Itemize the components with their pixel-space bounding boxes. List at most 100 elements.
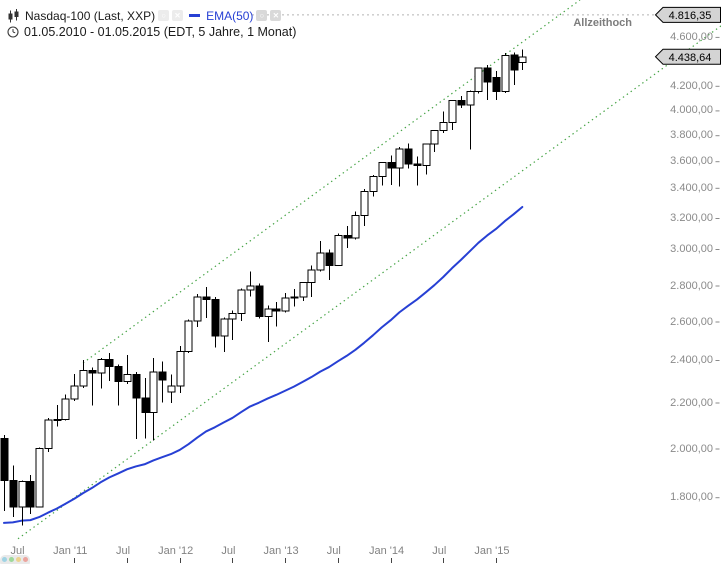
candle-body[interactable] xyxy=(255,285,264,317)
candle-body[interactable] xyxy=(141,397,150,414)
candle-body[interactable] xyxy=(395,148,404,169)
candle-body[interactable] xyxy=(53,418,62,421)
dot-yellow xyxy=(16,557,21,562)
candle-body[interactable] xyxy=(316,252,325,271)
x-axis-label: Jul xyxy=(115,545,131,557)
y-axis-label: 2.000,00 xyxy=(670,442,713,455)
candle-body[interactable] xyxy=(97,359,106,374)
y-axis-label: 3.400,00 xyxy=(670,181,713,194)
candle-body[interactable] xyxy=(290,296,299,299)
candle-body[interactable] xyxy=(264,308,273,317)
candle-body[interactable] xyxy=(483,67,492,83)
trendline-upper-channel[interactable] xyxy=(82,0,581,364)
y-axis-label: 4.600,00 xyxy=(670,30,713,43)
x-axis-label: Jul xyxy=(326,545,341,557)
instrument-close-button[interactable]: ✕ xyxy=(172,10,184,21)
candle-body[interactable] xyxy=(325,252,334,267)
candle-body[interactable] xyxy=(351,215,360,239)
candle-body[interactable] xyxy=(448,100,457,124)
candle-body[interactable] xyxy=(220,318,229,337)
ema-legend-label: EMA(50) xyxy=(206,8,254,23)
y-axis-label: 3.200,00 xyxy=(670,212,713,224)
y-axis-label: 3.600,00 xyxy=(670,155,713,168)
candle-body[interactable] xyxy=(343,234,352,239)
candle-body[interactable] xyxy=(149,371,158,414)
candle-body[interactable] xyxy=(413,163,422,166)
x-axis-label: Jan '13 xyxy=(263,545,299,557)
candle-body[interactable] xyxy=(158,371,167,381)
y-axis-label: 1.800,00 xyxy=(670,491,713,504)
candle-body[interactable] xyxy=(378,162,387,178)
candle-body[interactable] xyxy=(114,365,123,383)
candle-body[interactable] xyxy=(518,56,527,64)
dot-red xyxy=(23,557,28,562)
candle-body[interactable] xyxy=(211,298,220,337)
candle-body[interactable] xyxy=(202,296,211,300)
candle-body[interactable] xyxy=(35,448,44,508)
date-range-label: 01.05.2010 - 01.05.2015 (EDT, 5 Jahre, 1… xyxy=(24,24,297,39)
candle-body[interactable] xyxy=(369,176,378,193)
candle-body[interactable] xyxy=(474,67,483,92)
instrument-title: Nasdaq-100 (Last, XXP) xyxy=(25,8,156,23)
candlestick-chart-icon xyxy=(8,8,19,22)
ema-line[interactable] xyxy=(3,205,524,524)
candle-body[interactable] xyxy=(430,130,439,145)
candle-body[interactable] xyxy=(0,437,9,481)
candle-body[interactable] xyxy=(307,269,316,284)
candle-body[interactable] xyxy=(510,54,519,71)
y-axis-label: 4.000,00 xyxy=(670,104,713,117)
instrument-settings-button[interactable]: ○ xyxy=(158,10,170,21)
candle-body[interactable] xyxy=(237,289,246,315)
candle-body[interactable] xyxy=(123,374,132,383)
candle-body[interactable] xyxy=(176,351,185,387)
candle-body[interactable] xyxy=(9,479,18,508)
candle-body[interactable] xyxy=(404,148,413,165)
x-axis-label: Jan '12 xyxy=(158,545,194,557)
price-tag-last: 4.438,64 xyxy=(654,48,721,65)
candle-body[interactable] xyxy=(246,285,255,291)
candle-body[interactable] xyxy=(167,385,176,393)
candle-body[interactable] xyxy=(457,100,466,106)
candle-body[interactable] xyxy=(105,359,114,367)
corner-dots-widget[interactable] xyxy=(0,555,30,564)
candle-body[interactable] xyxy=(387,162,396,169)
legend-row-daterange: 01.05.2010 - 01.05.2015 (EDT, 5 Jahre, 1… xyxy=(7,24,296,39)
candle-body[interactable] xyxy=(439,122,448,132)
candle-body[interactable] xyxy=(492,76,501,93)
candle-body[interactable] xyxy=(281,297,290,312)
ema-close-button[interactable]: ✕ xyxy=(270,10,282,21)
x-axis-label: Jul xyxy=(432,545,447,557)
svg-text:4.816,35: 4.816,35 xyxy=(669,10,712,22)
y-axis-label: 4.200,00 xyxy=(670,79,713,92)
candle-body[interactable] xyxy=(272,308,281,312)
candle-body[interactable] xyxy=(299,282,308,298)
candle-body[interactable] xyxy=(466,90,475,106)
candle-body[interactable] xyxy=(132,374,141,399)
y-axis-label: 3.000,00 xyxy=(670,243,713,255)
candle-body[interactable] xyxy=(228,313,237,320)
candle-body[interactable] xyxy=(88,370,97,374)
candle-body[interactable] xyxy=(61,398,70,420)
candle-body[interactable] xyxy=(79,370,88,387)
x-axis-label: Jan '11 xyxy=(53,545,88,557)
trendline-lower-channel[interactable] xyxy=(17,25,721,540)
ema-settings-button[interactable]: ○ xyxy=(256,10,268,21)
candle-body[interactable] xyxy=(70,385,79,400)
x-axis-label: Jul xyxy=(221,545,236,557)
candle-body[interactable] xyxy=(184,320,193,353)
candle-body[interactable] xyxy=(501,54,510,93)
candle-body[interactable] xyxy=(44,419,53,450)
candle-body[interactable] xyxy=(422,143,431,166)
x-axis-label: Jul xyxy=(10,545,25,557)
x-axis-label: Jan '14 xyxy=(368,545,405,557)
candle-body[interactable] xyxy=(26,480,35,508)
candle-body[interactable] xyxy=(193,296,202,322)
all-time-high-label: Allzeithoch xyxy=(573,17,632,29)
candle-body[interactable] xyxy=(334,234,343,267)
dot-blue xyxy=(2,557,7,562)
candle-body[interactable] xyxy=(360,191,369,217)
price-tag-ath: 4.816,35 xyxy=(654,6,721,23)
candle-body[interactable] xyxy=(18,480,27,508)
svg-text:4.438,64: 4.438,64 xyxy=(669,52,712,64)
